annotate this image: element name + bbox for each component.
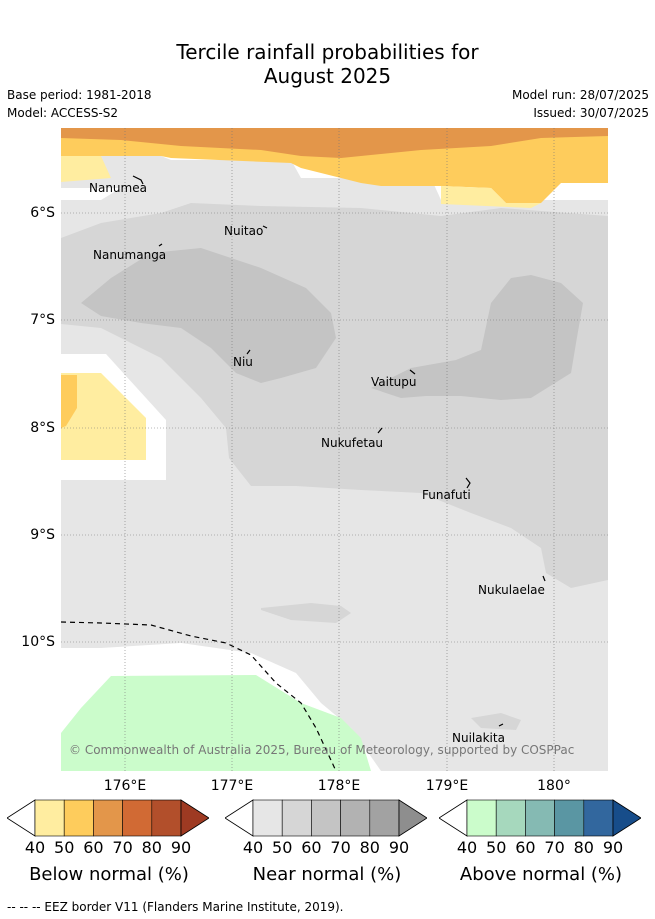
colorbar-near-tick: 60 (301, 838, 322, 857)
colorbar-above-swatch (583, 799, 614, 837)
colorbar-below-swatch (34, 799, 65, 837)
title-line-1: Tercile rainfall probabilities for (176, 40, 479, 64)
colorbar-below-swatch (63, 799, 94, 837)
below-normal-60-region (61, 128, 608, 158)
colorbar-near-tick: 80 (359, 838, 380, 857)
near-normal-title: Near normal (%) (252, 864, 402, 885)
near-normal-60-region-east (371, 275, 583, 400)
colorbar-above-swatch (554, 799, 585, 837)
islands (132, 175, 546, 727)
label-nanumea: Nanumea (89, 181, 147, 195)
lon-label-179: 179°E (425, 778, 469, 794)
island-nanumea (132, 175, 144, 185)
colorbar-above-tick: 90 (602, 838, 624, 857)
colorbar-near-swatch (369, 799, 400, 837)
colorbar-above-tick: 60 (515, 838, 536, 857)
colorbar-above-swatch (495, 799, 526, 837)
colorbar-above-tick: 40 (456, 838, 478, 857)
colorbar-below-swatch (151, 799, 182, 837)
colorbar-above-under-tip (439, 799, 468, 837)
label-nuilakita: Nuilakita (452, 731, 505, 745)
near-normal-60-region-west (81, 248, 336, 383)
colorbar-below-under-tip (7, 799, 36, 837)
island-nukufetau (377, 427, 383, 434)
colorbar-above-tick: 70 (544, 838, 565, 857)
colorbar-above-swatch (466, 799, 497, 837)
model-name: Model: ACCESS-S2 (7, 106, 119, 120)
island-nanumanga (158, 243, 163, 247)
colorbar-below-tick: 60 (83, 838, 104, 857)
colorbar-near-tick: 50 (272, 838, 293, 857)
lon-label-177: 177°E (210, 778, 254, 794)
below-normal-40-region-west (61, 373, 146, 460)
colorbar-below-tick: 70 (112, 838, 133, 857)
base-period: Base period: 1981-2018 (7, 88, 152, 102)
colorbar-near-under-tip (225, 799, 254, 837)
below-normal-40-strip (441, 186, 541, 208)
colorbar-below-over-tip (180, 799, 209, 837)
colorbar-near-tick: 70 (330, 838, 351, 857)
island-niu (246, 349, 251, 355)
copyright-notice: © Commonwealth of Australia 2025, Bureau… (69, 743, 574, 757)
colorbar-above-swatch (525, 799, 555, 837)
below-normal-40-region-north (61, 156, 111, 182)
map-panel: Nanumea Nuitao Nanumanga Niu Vaitupu Nuk… (61, 128, 608, 771)
lon-label-178: 178°E (317, 778, 361, 794)
graticule (61, 128, 608, 771)
colorbar-above-tick: 50 (486, 838, 507, 857)
colorbar-near-swatch (252, 799, 283, 837)
below-normal-50-region-west (61, 375, 77, 428)
colorbar-below-tick: 40 (24, 838, 46, 857)
lat-label-9s: 9°S (30, 527, 55, 543)
colorbar-near-swatch (281, 799, 312, 837)
island-vaitupu (409, 369, 416, 375)
label-vaitupu: Vaitupu (371, 375, 417, 389)
white-band-top-left (61, 188, 121, 200)
label-nukulaelae: Nukulaelae (478, 583, 545, 597)
lat-label-7s: 7°S (30, 312, 55, 328)
island-nuilakita (498, 723, 504, 727)
colorbar-below-swatch (93, 799, 123, 837)
map-title: Tercile rainfall probabilities for Augus… (0, 40, 655, 88)
model-run: Model run: 28/07/2025 (511, 88, 649, 102)
island-funafuti (465, 477, 471, 489)
lon-label-176: 176°E (103, 778, 147, 794)
lon-label-180: 180° (537, 778, 571, 794)
near-normal-50-patch (261, 603, 351, 623)
below-normal-title: Below normal (%) (29, 864, 189, 885)
above-normal-40-region (61, 675, 371, 771)
label-nuitao: Nuitao (224, 224, 263, 238)
label-nukufetau: Nukufetau (321, 436, 383, 450)
colorbar-above-tick: 80 (573, 838, 594, 857)
colorbar-below-tick: 50 (54, 838, 75, 857)
island-nuitao (262, 225, 268, 229)
colorbar-near (225, 799, 427, 837)
lat-label-10s: 10°S (21, 634, 55, 650)
island-nukulaelae (542, 575, 546, 582)
near-normal-50-patch-south (471, 713, 521, 730)
label-nanumanga: Nanumanga (93, 248, 166, 262)
colorbar-below-swatch (122, 799, 153, 837)
label-funafuti: Funafuti (422, 488, 471, 502)
map-canvas: Nanumea Nuitao Nanumanga Niu Vaitupu Nuk… (61, 128, 608, 771)
colorbar-near-swatch (340, 799, 371, 837)
colorbar-above-over-tip (612, 799, 641, 837)
colorbar-below-tick: 80 (141, 838, 162, 857)
title-line-2: August 2025 (263, 64, 392, 88)
colorbar-near-over-tip (398, 799, 427, 837)
lat-label-6s: 6°S (30, 205, 55, 221)
colorbar-below (7, 799, 209, 837)
eez-border (61, 621, 337, 771)
colorbar-near-tick: 90 (388, 838, 410, 857)
issued-date: Issued: 30/07/2025 (533, 106, 649, 120)
eez-footnote: -- -- -- EEZ border V11 (Flanders Marine… (7, 900, 344, 914)
colorbar-near-tick: 40 (242, 838, 264, 857)
above-normal-title: Above normal (%) (459, 864, 623, 885)
colorbar-above (439, 799, 641, 837)
label-niu: Niu (233, 355, 253, 369)
colorbar-below-tick: 90 (170, 838, 192, 857)
lat-label-8s: 8°S (30, 420, 55, 436)
colorbar-near-swatch (311, 799, 341, 837)
